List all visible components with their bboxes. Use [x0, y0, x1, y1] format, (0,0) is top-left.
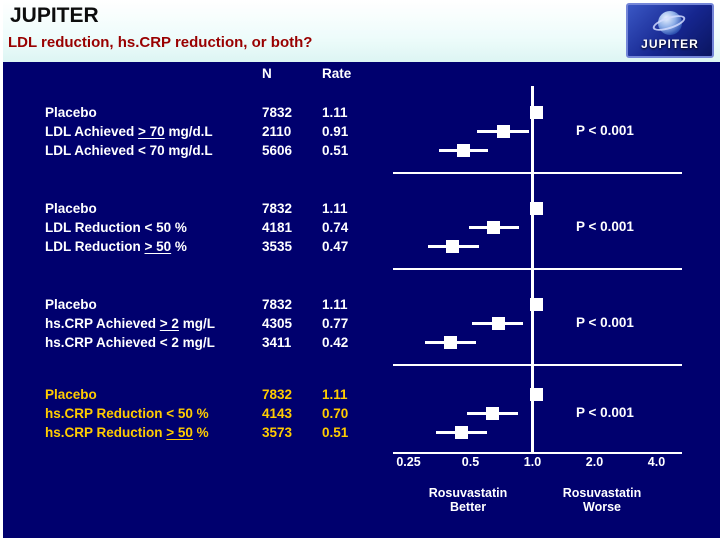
- axis-note-worse: Rosuvastatin Worse: [540, 486, 664, 514]
- label-segment-underlined: > 50: [166, 425, 193, 440]
- row-rate-value: 0.47: [322, 239, 349, 254]
- axis-note-better: Rosuvastatin Better: [406, 486, 530, 514]
- label-segment-underlined: > 70: [138, 124, 165, 139]
- row-label: hs.CRP Reduction < 50 %: [45, 404, 209, 423]
- row-n-value: 4305: [262, 316, 293, 331]
- forest-point: [530, 297, 544, 311]
- note-line: Rosuvastatin: [428, 486, 508, 500]
- label-segment: Placebo: [45, 201, 97, 216]
- row-label: Placebo: [45, 295, 97, 314]
- row-n-value: 3535: [262, 239, 293, 254]
- row-n-value: 4181: [262, 220, 293, 235]
- forest-point: [456, 143, 470, 157]
- row-rate-value: 0.77: [322, 316, 349, 331]
- row-rate-value: 0.51: [322, 143, 349, 158]
- row-rate-value: 0.70: [322, 406, 349, 421]
- p-value-label: P < 0.001: [576, 405, 634, 420]
- row-label: hs.CRP Reduction > 50 %: [45, 423, 209, 442]
- label-segment: hs.CRP Achieved: [45, 316, 160, 331]
- row-rate-value: 0.74: [322, 220, 349, 235]
- row-label: Placebo: [45, 103, 97, 122]
- jupiter-logo: JUPITER: [626, 3, 714, 58]
- row-rate-value: 1.11: [322, 201, 348, 216]
- label-segment: Placebo: [45, 387, 97, 402]
- note-line: Rosuvastatin: [562, 486, 642, 500]
- slide-title: JUPITER: [10, 4, 99, 27]
- row-rate-value: 1.11: [322, 105, 348, 120]
- globe-icon: [650, 10, 688, 35]
- label-segment: hs.CRP Reduction: [45, 425, 167, 440]
- label-segment: mg/L: [178, 316, 215, 331]
- row-label: LDL Reduction > 50 %: [45, 237, 187, 256]
- column-header-n: N: [262, 66, 272, 81]
- label-segment: %: [171, 239, 187, 254]
- label-segment: %: [192, 425, 209, 440]
- label-segment: LDL Reduction < 50 %: [45, 220, 187, 235]
- row-n-value: 5606: [262, 143, 293, 158]
- row-rate-value: 0.51: [322, 425, 349, 440]
- row-n-value: 7832: [262, 387, 293, 402]
- label-segment: mg/d.L: [164, 124, 213, 139]
- row-label: LDL Achieved > 70 mg/d.L: [45, 122, 213, 141]
- forest-point: [486, 406, 500, 420]
- forest-point: [454, 425, 468, 439]
- slide-left-edge: [0, 0, 3, 540]
- label-segment: Placebo: [45, 105, 97, 120]
- forest-point: [446, 239, 460, 253]
- group-separator: [393, 452, 682, 454]
- slide-header: JUPITER LDL reduction, hs.CRP reduction,…: [0, 0, 720, 62]
- row-n-value: 7832: [262, 105, 293, 120]
- label-segment-underlined: > 50: [144, 239, 172, 254]
- forest-point: [530, 201, 544, 215]
- column-header-rate: Rate: [322, 66, 352, 81]
- label-segment: hs.CRP Reduction < 50 %: [45, 406, 209, 421]
- row-label: Placebo: [45, 199, 97, 218]
- note-line: Better: [449, 500, 487, 514]
- axis-tick-label: 0.5: [461, 455, 480, 469]
- axis-tick-label: 0.25: [396, 455, 421, 469]
- row-rate-value: 0.91: [322, 124, 349, 139]
- row-n-value: 3411: [262, 335, 292, 350]
- row-n-value: 4143: [262, 406, 293, 421]
- row-label: LDL Reduction < 50 %: [45, 218, 187, 237]
- row-n-value: 2110: [262, 124, 292, 139]
- row-n-value: 7832: [262, 201, 293, 216]
- row-rate-value: 1.11: [322, 387, 348, 402]
- group-separator: [393, 268, 682, 270]
- forest-point: [496, 124, 510, 138]
- p-value-label: P < 0.001: [576, 123, 634, 138]
- forest-point: [530, 387, 544, 401]
- row-label: hs.CRP Achieved < 2 mg/L: [45, 333, 215, 352]
- row-rate-value: 1.11: [322, 297, 348, 312]
- label-segment-underlined: > 2: [159, 316, 179, 331]
- note-line: Worse: [583, 500, 621, 514]
- group-separator: [393, 172, 682, 174]
- logo-wordmark: JUPITER: [641, 36, 699, 51]
- axis-tick-label: 1.0: [523, 455, 542, 469]
- slide-bottom-edge: [0, 538, 720, 540]
- group-separator: [393, 364, 682, 366]
- label-segment: Placebo: [45, 297, 97, 312]
- p-value-label: P < 0.001: [576, 315, 634, 330]
- label-segment: LDL Achieved < 70 mg/d.L: [45, 143, 213, 158]
- row-n-value: 7832: [262, 297, 293, 312]
- forest-point: [444, 335, 458, 349]
- p-value-label: P < 0.001: [576, 219, 634, 234]
- forest-point: [530, 105, 544, 119]
- label-segment: LDL Reduction: [45, 239, 145, 254]
- forest-point: [487, 220, 501, 234]
- forest-point: [491, 316, 505, 330]
- axis-tick-label: 2.0: [585, 455, 604, 469]
- row-label: Placebo: [45, 385, 97, 404]
- row-n-value: 3573: [262, 425, 293, 440]
- row-label: LDL Achieved < 70 mg/d.L: [45, 141, 213, 160]
- slide-subtitle: LDL reduction, hs.CRP reduction, or both…: [8, 34, 313, 51]
- label-segment: hs.CRP Achieved < 2 mg/L: [45, 335, 215, 350]
- axis-tick-label: 4.0: [647, 455, 666, 469]
- label-segment: LDL Achieved: [45, 124, 139, 139]
- row-rate-value: 0.42: [322, 335, 349, 350]
- row-label: hs.CRP Achieved > 2 mg/L: [45, 314, 215, 333]
